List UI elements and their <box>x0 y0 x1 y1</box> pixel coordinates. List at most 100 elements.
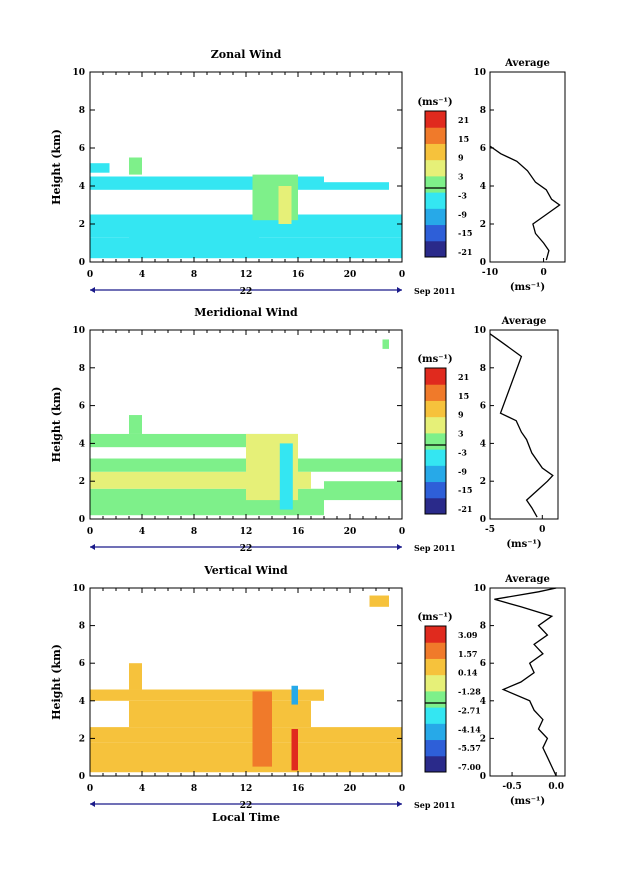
profile-y-tick-label: 6 <box>480 659 486 669</box>
colorbar-label: -4.14 <box>458 724 481 734</box>
x-tick-label: 20 <box>344 527 357 537</box>
y-tick-label: 8 <box>79 622 85 632</box>
profile-y-tick-label: 6 <box>480 402 486 412</box>
colorbar-label: 15 <box>458 134 469 144</box>
data-cell <box>324 481 402 501</box>
y-tick-label: 6 <box>79 402 85 412</box>
profile-y-tick-label: 6 <box>480 144 486 154</box>
profile-title: Average <box>504 574 550 585</box>
colorbar-label: -2.71 <box>458 705 481 715</box>
colorbar-frame <box>424 625 447 773</box>
colorbar-segment <box>425 127 446 144</box>
profile-y-tick-label: 4 <box>480 697 486 707</box>
y-axis-label: Height (km) <box>50 129 63 205</box>
x-tick-label: 12 <box>240 784 253 794</box>
x-tick-label: 20 <box>344 270 357 280</box>
x-tick-label: 16 <box>292 270 305 280</box>
profile-y-tick-label: 10 <box>473 326 486 336</box>
date-suffix: Sep 2011 <box>414 286 456 296</box>
colorbar-label: -5.57 <box>458 743 481 753</box>
profile-x-tick-label: -10 <box>482 268 498 278</box>
y-tick-label: 4 <box>79 439 85 449</box>
profile-x-label: (ms⁻¹) <box>510 282 545 293</box>
data-cell <box>279 443 293 510</box>
profile-y-tick-label: 8 <box>480 106 486 116</box>
profile-title: Average <box>504 58 550 69</box>
data-cell <box>90 214 402 224</box>
y-tick-label: 4 <box>79 697 85 707</box>
profile-y-tick-label: 2 <box>480 220 486 230</box>
profile-x-tick-label: 0 <box>540 268 546 278</box>
y-tick-label: 10 <box>72 68 85 78</box>
y-tick-label: 0 <box>79 772 85 782</box>
y-tick-label: 10 <box>72 584 85 594</box>
y-tick-label: 0 <box>79 515 85 525</box>
profile-x-tick-label: 0.0 <box>548 782 564 792</box>
colorbar-label: -3 <box>458 447 467 457</box>
profile-line <box>489 145 561 261</box>
colorbar-segment <box>425 432 446 450</box>
x-tick-label: 0 <box>399 784 405 794</box>
date-label: 22 <box>240 544 253 554</box>
data-cell <box>129 663 142 690</box>
colorbar-segment <box>425 642 446 659</box>
x-tick-label: 0 <box>87 270 93 280</box>
colorbar-segment <box>425 175 446 193</box>
data-cell <box>90 727 402 743</box>
profile-x-tick-label: -5 <box>485 525 495 535</box>
data-cell <box>291 729 298 771</box>
y-tick-label: 2 <box>79 477 85 487</box>
date-label: 22 <box>240 801 253 811</box>
y-tick-label: 4 <box>79 182 85 192</box>
profile-y-tick-label: 8 <box>480 622 486 632</box>
x-tick-label: 0 <box>399 270 405 280</box>
colorbar-segment <box>425 723 446 741</box>
colorbar-unit: (ms⁻¹) <box>417 612 452 623</box>
x-tick-label: 20 <box>344 784 357 794</box>
panel-title: Meridional Wind <box>194 306 298 319</box>
colorbar-label: 9 <box>458 153 464 163</box>
colorbar-label: -21 <box>458 504 472 514</box>
data-cell <box>369 595 389 607</box>
colorbar-frame <box>424 367 447 515</box>
x-tick-label: 0 <box>87 784 93 794</box>
data-cell <box>324 182 389 190</box>
colorbar-segment <box>425 497 446 515</box>
data-cell <box>129 157 142 175</box>
colorbar-label: -7.00 <box>458 762 481 772</box>
date-axis-arrow-left <box>90 287 95 293</box>
colorbar-label: -9 <box>458 466 467 476</box>
colorbar-segment <box>425 159 446 177</box>
colorbar-label: -21 <box>458 247 472 257</box>
profile-frame <box>489 587 566 777</box>
colorbar-label: 0.14 <box>458 668 478 678</box>
colorbar-segment <box>425 400 446 418</box>
date-axis-arrow-right <box>397 287 402 293</box>
colorbar-segment <box>425 658 446 676</box>
data-cell <box>129 700 311 728</box>
colorbar-segment <box>425 224 446 242</box>
colorbar-label: 15 <box>458 391 469 401</box>
panel-title: Vertical Wind <box>203 564 288 577</box>
profile-line <box>494 587 557 777</box>
colorbar-label: 3 <box>458 429 464 439</box>
x-tick-label: 0 <box>399 527 405 537</box>
colorbar-label: 9 <box>458 410 464 420</box>
profile-x-label: (ms⁻¹) <box>506 539 541 550</box>
profile-y-tick-label: 0 <box>480 772 486 782</box>
y-tick-label: 6 <box>79 144 85 154</box>
x-tick-label: 4 <box>139 527 145 537</box>
colorbar-segment <box>425 674 446 692</box>
y-tick-label: 10 <box>72 326 85 336</box>
x-tick-label: 8 <box>191 527 197 537</box>
colorbar-label: 21 <box>458 115 469 125</box>
profile-y-tick-label: 2 <box>480 477 486 487</box>
profile-y-tick-label: 10 <box>473 584 486 594</box>
profile-frame <box>489 329 559 520</box>
data-cell <box>90 163 110 173</box>
colorbar-segment <box>425 449 446 466</box>
data-cell <box>90 689 324 701</box>
colorbar-segment <box>425 192 446 209</box>
colorbar-label: -15 <box>458 485 472 495</box>
